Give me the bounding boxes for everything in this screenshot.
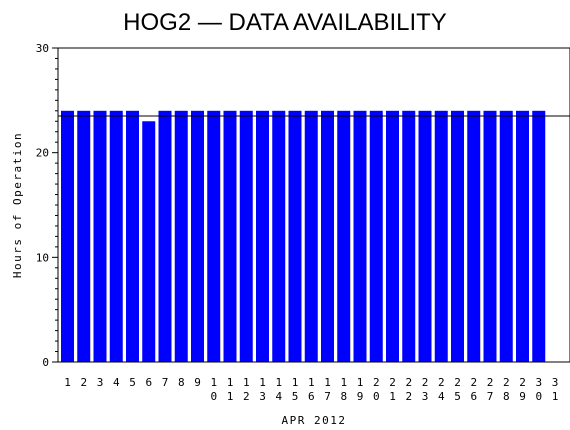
x-tick-label: 1 [357, 376, 364, 389]
x-tick-label: 4 [113, 376, 120, 389]
x-tick-label: 7 [162, 376, 169, 389]
x-tick-label: 1 [64, 376, 71, 389]
x-tick-label: 1 [275, 376, 282, 389]
bar-26 [467, 110, 481, 362]
x-axis-label: APR 2012 [282, 414, 347, 427]
bar-15 [288, 110, 302, 362]
x-tick-label: 1 [243, 376, 250, 389]
x-tick-label: 1 [227, 376, 234, 389]
x-tick-label-digit2: 3 [422, 390, 429, 403]
bar-3 [93, 110, 107, 362]
bar-27 [483, 110, 497, 362]
bar-21 [386, 110, 399, 362]
x-tick-label: 2 [470, 376, 477, 389]
x-tick-label: 1 [210, 376, 217, 389]
x-tick-label: 8 [178, 376, 185, 389]
x-tick-label: 1 [340, 376, 347, 389]
x-tick-label: 3 [535, 376, 542, 389]
x-tick-label: 2 [80, 376, 87, 389]
bar-20 [369, 110, 383, 362]
bar-6 [142, 121, 156, 363]
bar-28 [499, 110, 513, 362]
bar-29 [516, 110, 529, 362]
x-tick-label: 1 [292, 376, 299, 389]
x-tick-label-digit2: 6 [470, 390, 477, 403]
x-tick-label: 1 [259, 376, 266, 389]
chart-title: HOG2 — DATA AVAILABILITY [123, 9, 447, 36]
x-tick-label: 2 [503, 376, 510, 389]
x-tick-label-digit2: 1 [389, 390, 396, 403]
bar-16 [304, 110, 318, 362]
bar-23 [418, 110, 432, 362]
x-tick-label: 6 [145, 376, 152, 389]
bar-8 [174, 110, 188, 362]
x-tick-label-digit2: 4 [275, 390, 282, 403]
bar-19 [353, 110, 367, 362]
y-tick-label: 20 [36, 147, 49, 160]
bar-30 [532, 110, 546, 362]
x-tick-label-digit2: 1 [227, 390, 234, 403]
bar-2 [77, 110, 91, 362]
x-tick-label: 2 [438, 376, 445, 389]
x-tick-label: 2 [405, 376, 412, 389]
bar-1 [61, 110, 74, 362]
x-tick-label: 2 [373, 376, 380, 389]
bar-14 [272, 110, 286, 362]
y-tick-label: 10 [36, 251, 49, 264]
bars-group [61, 110, 546, 363]
y-axis-label: Hours of Operation [11, 132, 24, 278]
x-tick-label-digit2: 2 [243, 390, 250, 403]
y-tick-label: 30 [36, 42, 49, 55]
x-tick-label-digit2: 0 [373, 390, 380, 403]
x-tick-label-digit2: 1 [552, 390, 559, 403]
x-tick-label-digit2: 5 [292, 390, 299, 403]
x-tick-label-digit2: 7 [324, 390, 331, 403]
x-tick-label-digit2: 0 [210, 390, 217, 403]
x-tick-label: 5 [129, 376, 136, 389]
x-tick-label-digit2: 6 [308, 390, 315, 403]
x-tick-label-digit2: 8 [503, 390, 510, 403]
bar-5 [126, 110, 139, 362]
bar-7 [158, 110, 172, 362]
bar-22 [402, 110, 416, 362]
x-tick-label-digit2: 3 [259, 390, 266, 403]
bar-9 [191, 110, 204, 362]
x-tick-label-digit2: 5 [454, 390, 461, 403]
bar-4 [109, 110, 123, 362]
x-tick-label: 1 [308, 376, 315, 389]
bar-25 [451, 110, 464, 362]
x-tick-label-digit2: 4 [438, 390, 445, 403]
x-tick-label: 3 [97, 376, 104, 389]
x-tick-label: 2 [519, 376, 526, 389]
bar-11 [223, 110, 237, 362]
x-tick-label: 2 [422, 376, 429, 389]
x-tick-label: 2 [454, 376, 461, 389]
bar-13 [256, 110, 269, 362]
x-tick-label-digit2: 7 [487, 390, 494, 403]
bar-17 [321, 110, 334, 362]
x-tick-label: 1 [324, 376, 331, 389]
bar-10 [207, 110, 221, 362]
y-tick-label: 0 [42, 356, 49, 369]
bar-12 [239, 110, 253, 362]
x-tick-label: 2 [389, 376, 396, 389]
x-tick-label: 9 [194, 376, 201, 389]
x-axis: 1 2 3 4 5 6 7 8 9 1011121314151617181920212223242… [64, 376, 558, 403]
x-tick-label-digit2: 9 [519, 390, 526, 403]
x-tick-label-digit2: 9 [357, 390, 364, 403]
x-tick-label: 2 [487, 376, 494, 389]
x-tick-label: 3 [552, 376, 559, 389]
x-tick-label-digit2: 2 [405, 390, 412, 403]
x-tick-label-digit2: 0 [535, 390, 542, 403]
x-tick-label-digit2: 8 [340, 390, 347, 403]
bar-24 [434, 110, 448, 362]
y-axis: 0 10 20 30 [36, 42, 58, 369]
bar-18 [337, 110, 351, 362]
